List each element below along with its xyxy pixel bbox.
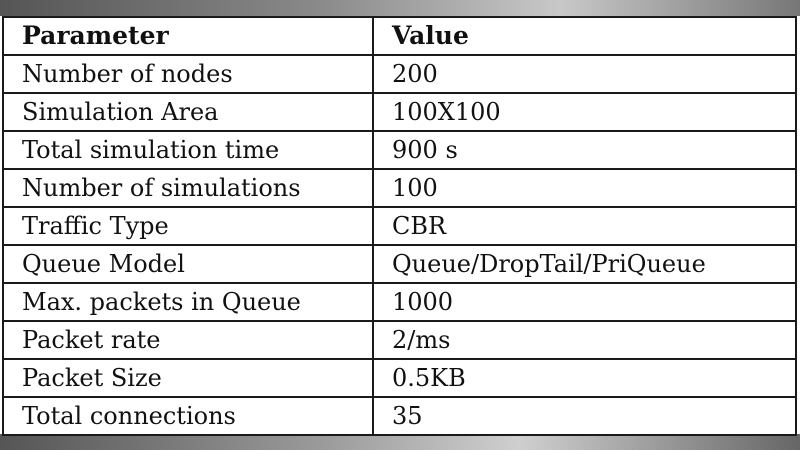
parameter-cell: Simulation Area xyxy=(2,92,374,132)
table-row: Simulation Area 100X100 xyxy=(2,92,797,132)
table-row: Number of simulations 100 xyxy=(2,168,797,208)
table-row: Number of nodes 200 xyxy=(2,54,797,94)
background-top xyxy=(0,0,800,16)
table-row: Queue Model Queue/DropTail/PriQueue xyxy=(2,244,797,284)
table-row: Total simulation time 900 s xyxy=(2,130,797,170)
parameter-table: Parameter Value Number of nodes 200 Simula… xyxy=(2,16,797,436)
value-cell: 35 xyxy=(372,396,797,436)
value-cell: 200 xyxy=(372,54,797,94)
table-header-row: Parameter Value xyxy=(2,16,797,56)
value-cell: 900 s xyxy=(372,130,797,170)
parameter-cell: Packet Size xyxy=(2,358,374,398)
parameter-cell: Number of simulations xyxy=(2,168,374,208)
value-cell: CBR xyxy=(372,206,797,246)
parameter-cell: Traffic Type xyxy=(2,206,374,246)
header-value: Value xyxy=(372,16,797,56)
table-row: Traffic Type CBR xyxy=(2,206,797,246)
parameter-cell: Number of nodes xyxy=(2,54,374,94)
value-cell: 2/ms xyxy=(372,320,797,360)
table-row: Packet rate 2/ms xyxy=(2,320,797,360)
value-cell: 1000 xyxy=(372,282,797,322)
parameter-cell: Packet rate xyxy=(2,320,374,360)
value-cell: 100 xyxy=(372,168,797,208)
table-row: Total connections 35 xyxy=(2,396,797,436)
parameter-cell: Queue Model xyxy=(2,244,374,284)
parameter-cell: Total simulation time xyxy=(2,130,374,170)
background-bottom xyxy=(0,434,800,450)
table-row: Packet Size 0.5KB xyxy=(2,358,797,398)
parameter-cell: Max. packets in Queue xyxy=(2,282,374,322)
header-parameter: Parameter xyxy=(2,16,374,56)
value-cell: Queue/DropTail/PriQueue xyxy=(372,244,797,284)
parameter-cell: Total connections xyxy=(2,396,374,436)
value-cell: 100X100 xyxy=(372,92,797,132)
value-cell: 0.5KB xyxy=(372,358,797,398)
table-row: Max. packets in Queue 1000 xyxy=(2,282,797,322)
